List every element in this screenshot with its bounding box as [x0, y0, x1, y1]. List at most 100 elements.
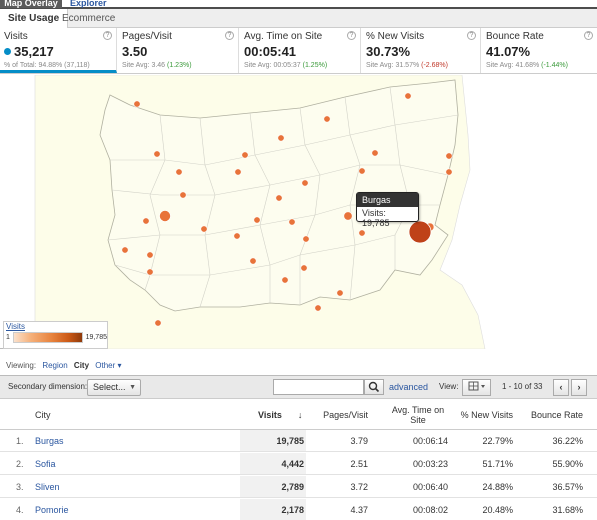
city-marker[interactable] — [343, 211, 353, 221]
city-marker[interactable] — [277, 134, 285, 142]
view-label: View: — [439, 382, 459, 391]
col-header-pages-visit[interactable]: Pages/Visit — [323, 409, 368, 420]
table-header-row: City Visits ↓ Pages/Visit Avg. Time on S… — [0, 400, 597, 430]
metric-sub: Site Avg: 3.46 (1.23%) — [122, 62, 234, 69]
cell-new-visits: 20.48% — [482, 504, 513, 515]
col-header-visits-label: Visits — [258, 409, 282, 420]
map-overlay[interactable]: Burgas Visits: 19,785 Visits 1 19,785 — [0, 75, 597, 349]
metric-bar: Visits 35,217 % of Total: 94.88% (37,118… — [0, 28, 597, 74]
city-marker[interactable] — [336, 289, 344, 297]
city-link-text[interactable]: Burgas — [35, 435, 64, 446]
help-icon[interactable]: ? — [225, 31, 234, 40]
table-search-input[interactable] — [273, 379, 364, 395]
city-marker-burgas[interactable] — [408, 220, 432, 244]
city-marker[interactable] — [302, 235, 310, 243]
tab-map-overlay[interactable]: Map Overlay — [0, 0, 62, 8]
city-marker[interactable] — [249, 257, 257, 265]
city-marker[interactable] — [253, 216, 261, 224]
search-icon — [368, 381, 380, 393]
legend-metric-link[interactable]: Visits — [6, 322, 25, 331]
cell-avg-time: 00:06:40 — [412, 481, 448, 492]
table-row: 1. Burgas 19,785 3.79 00:06:14 22.79% 36… — [0, 430, 597, 452]
city-marker[interactable] — [358, 167, 366, 175]
city-marker[interactable] — [133, 100, 141, 108]
col-header-visits[interactable]: Visits ↓ — [240, 400, 306, 429]
city-marker[interactable] — [445, 152, 453, 160]
metric-sub-text: Site Avg: 3.46 — [122, 62, 168, 69]
sea-area — [440, 75, 597, 349]
subtab-ecommerce[interactable]: Ecommerce — [62, 13, 116, 24]
city-marker[interactable] — [275, 194, 283, 202]
city-marker[interactable] — [200, 225, 208, 233]
city-link[interactable]: Pomorie — [35, 499, 185, 520]
cell-new-visits: 24.88% — [482, 481, 513, 492]
metric-visits[interactable]: Visits 35,217 % of Total: 94.88% (37,118… — [0, 28, 117, 73]
city-marker[interactable] — [323, 115, 331, 123]
cell-avg-time: 00:06:14 — [412, 435, 448, 446]
view-mode-dropdown[interactable] — [462, 379, 491, 396]
city-marker[interactable] — [154, 319, 162, 327]
city-marker[interactable] — [371, 149, 379, 157]
pagination-text: 1 - 10 of 33 — [502, 382, 543, 391]
help-icon[interactable]: ? — [584, 31, 593, 40]
table-row: 3. Sliven 2,789 3.72 00:06:40 24.88% 36.… — [0, 476, 597, 498]
col-header-new-visits[interactable]: % New Visits — [460, 409, 513, 420]
series-dot-icon — [4, 48, 11, 55]
city-marker[interactable] — [241, 151, 249, 159]
cell-pages-visit: 3.72 — [350, 481, 368, 492]
city-link-text[interactable]: Sliven — [35, 481, 60, 492]
city-marker[interactable] — [233, 232, 241, 240]
top-tab-bar: Map Overlay Explorer — [0, 0, 597, 9]
city-marker[interactable] — [358, 229, 366, 237]
city-marker[interactable] — [314, 304, 322, 312]
metric-new-visits[interactable]: % New Visits 30.73% Site Avg: 31.57% (-2… — [362, 28, 481, 73]
city-marker[interactable] — [445, 168, 453, 176]
search-button[interactable] — [364, 379, 384, 395]
city-marker[interactable] — [121, 246, 129, 254]
metric-bounce-rate[interactable]: Bounce Rate 41.07% Site Avg: 41.68% (-1.… — [482, 28, 597, 73]
city-marker[interactable] — [301, 179, 309, 187]
city-marker[interactable] — [179, 191, 187, 199]
metric-delta: (-2.68%) — [421, 62, 448, 69]
city-marker[interactable] — [159, 210, 171, 222]
secondary-dimension-label: Secondary dimension: — [8, 382, 88, 391]
metric-avg-time[interactable]: Avg. Time on Site 00:05:41 Site Avg: 00:… — [240, 28, 361, 73]
city-marker[interactable] — [142, 217, 150, 225]
metric-sub: Site Avg: 00:05:37 (1.25%) — [244, 62, 356, 69]
city-marker[interactable] — [175, 168, 183, 176]
metric-delta: (1.23%) — [167, 62, 192, 69]
next-page-button[interactable]: › — [571, 379, 587, 396]
col-header-bounce-rate[interactable]: Bounce Rate — [530, 409, 583, 420]
city-link-text[interactable]: Pomorie — [35, 504, 69, 515]
tab-explorer[interactable]: Explorer — [70, 0, 107, 8]
city-marker[interactable] — [288, 218, 296, 226]
metric-label: Pages/Visit — [122, 31, 172, 42]
city-marker[interactable] — [146, 251, 154, 259]
city-markers — [121, 92, 453, 327]
col-header-avg-time[interactable]: Avg. Time on Site — [391, 404, 445, 425]
city-marker[interactable] — [146, 268, 154, 276]
secondary-dimension-select[interactable]: Select... ▼ — [87, 379, 141, 396]
city-link[interactable]: Burgas — [35, 430, 185, 451]
metric-pages-visit[interactable]: Pages/Visit 3.50 Site Avg: 3.46 (1.23%) … — [118, 28, 239, 73]
city-link[interactable]: Sofia — [35, 453, 185, 474]
help-icon[interactable]: ? — [467, 31, 476, 40]
row-index: 1. — [16, 435, 24, 446]
col-header-city[interactable]: City — [35, 409, 51, 420]
help-icon[interactable]: ? — [103, 31, 112, 40]
city-marker[interactable] — [234, 168, 242, 176]
prev-page-button[interactable]: ‹ — [553, 379, 569, 396]
view-region-link[interactable]: Region — [42, 361, 68, 370]
city-link-text[interactable]: Sofia — [35, 458, 56, 469]
view-other-dropdown[interactable]: Other ▾ — [95, 361, 122, 370]
city-marker[interactable] — [404, 92, 412, 100]
help-icon[interactable]: ? — [347, 31, 356, 40]
metric-label: Visits — [4, 31, 28, 42]
advanced-filter-link[interactable]: advanced — [389, 382, 429, 392]
city-marker[interactable] — [153, 150, 161, 158]
subtab-site-usage[interactable]: Site Usage — [0, 9, 69, 28]
metric-label: % New Visits — [366, 31, 425, 42]
city-marker[interactable] — [300, 264, 308, 272]
city-marker[interactable] — [281, 276, 289, 284]
city-link[interactable]: Sliven — [35, 476, 185, 497]
